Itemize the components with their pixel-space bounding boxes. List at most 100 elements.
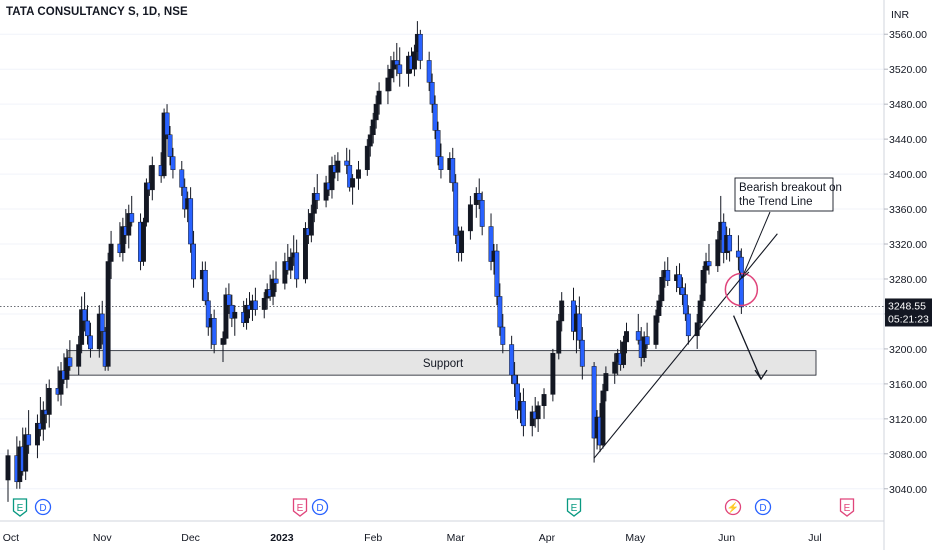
candle bbox=[559, 292, 565, 332]
candle-body bbox=[143, 182, 149, 223]
candle-body bbox=[715, 239, 721, 267]
candle-body bbox=[164, 112, 170, 136]
candle-body bbox=[479, 200, 485, 227]
projection-arrow[interactable] bbox=[732, 315, 762, 380]
candle bbox=[170, 147, 176, 179]
candle bbox=[591, 362, 597, 463]
last-price-value: 3248.55 bbox=[888, 300, 926, 312]
candle-body bbox=[700, 269, 706, 302]
candle bbox=[603, 366, 609, 402]
candle bbox=[624, 322, 629, 354]
candle-body bbox=[488, 226, 494, 262]
price-tick-label: 3160.00 bbox=[889, 379, 927, 391]
candle bbox=[99, 300, 105, 345]
candle bbox=[288, 248, 294, 279]
candle bbox=[738, 248, 744, 314]
candle bbox=[476, 178, 482, 210]
candle-body bbox=[40, 409, 46, 430]
candle bbox=[82, 292, 88, 332]
candle-body bbox=[356, 169, 361, 179]
candle-body bbox=[515, 383, 520, 411]
support-zone[interactable] bbox=[67, 350, 817, 376]
price-tick-label: 3400.00 bbox=[889, 169, 927, 181]
last-price-label bbox=[885, 298, 932, 327]
candle-body bbox=[706, 261, 712, 267]
event-marker-letter: D bbox=[316, 503, 323, 514]
event-marker[interactable]: ⚡ bbox=[724, 498, 742, 516]
candle bbox=[450, 147, 456, 192]
candle bbox=[370, 112, 376, 144]
candle-body bbox=[350, 178, 356, 188]
earnings-marker-icon bbox=[12, 498, 28, 517]
event-marker-letter: E bbox=[571, 503, 578, 514]
event-marker[interactable]: D bbox=[311, 498, 329, 516]
candle bbox=[541, 388, 547, 419]
candle bbox=[459, 226, 465, 262]
candle bbox=[120, 217, 126, 262]
event-marker-letter: D bbox=[759, 503, 766, 514]
candle bbox=[576, 296, 582, 349]
candle-body bbox=[273, 278, 279, 284]
candle bbox=[700, 265, 706, 307]
candle-body bbox=[677, 274, 682, 288]
candle-body bbox=[88, 335, 93, 350]
event-marker[interactable]: E bbox=[566, 498, 582, 517]
candle bbox=[252, 287, 258, 316]
callout-box[interactable] bbox=[734, 177, 834, 212]
time-tick-label: Jun bbox=[718, 532, 735, 544]
event-marker[interactable]: D bbox=[754, 498, 772, 516]
candle bbox=[26, 410, 32, 454]
candle bbox=[164, 104, 170, 140]
candle bbox=[556, 313, 562, 360]
candle-body bbox=[373, 103, 379, 121]
candle-body bbox=[270, 278, 276, 297]
time-tick-label: May bbox=[625, 532, 646, 544]
candle bbox=[126, 204, 132, 249]
support-label: Support bbox=[423, 358, 464, 370]
candle-body bbox=[512, 374, 518, 385]
candle-body bbox=[108, 243, 114, 262]
candle bbox=[23, 427, 29, 481]
event-marker[interactable]: E bbox=[12, 498, 28, 517]
candle-body bbox=[600, 390, 606, 446]
candle bbox=[579, 327, 585, 380]
event-marker[interactable]: E bbox=[292, 498, 308, 517]
candle-body bbox=[417, 33, 423, 61]
candle-body bbox=[79, 309, 85, 345]
candle-body bbox=[58, 370, 64, 395]
candle-body bbox=[735, 250, 741, 258]
candle bbox=[432, 95, 438, 140]
candle bbox=[397, 47, 403, 87]
candle-body bbox=[680, 287, 685, 295]
candle bbox=[232, 305, 238, 336]
candle-body bbox=[191, 243, 197, 280]
price-axis[interactable]: 3560.00 3520.00 3480.00 3440.00 3400.00 3360.… bbox=[884, 29, 927, 496]
price-tick-label: 3520.00 bbox=[889, 64, 927, 76]
dividend-marker-icon bbox=[311, 498, 329, 516]
candle bbox=[515, 375, 520, 419]
candle-body bbox=[323, 182, 329, 201]
time-axis[interactable]: Oct Nov Dec 2023 Feb Mar Apr May Jun Jul bbox=[3, 532, 822, 544]
candle bbox=[108, 230, 114, 279]
candle-body bbox=[82, 309, 88, 322]
event-marker[interactable]: D bbox=[34, 498, 52, 516]
candle-body bbox=[367, 134, 373, 147]
candle-body bbox=[665, 269, 671, 281]
event-marker-letter: E bbox=[17, 503, 24, 514]
trend-line[interactable] bbox=[593, 233, 778, 459]
candle bbox=[453, 174, 459, 245]
candle bbox=[182, 178, 188, 218]
time-tick-label: Apr bbox=[539, 532, 556, 544]
candle bbox=[261, 292, 267, 319]
candle-body bbox=[494, 250, 500, 297]
candle bbox=[677, 263, 682, 295]
candle-body bbox=[170, 156, 176, 170]
candle-body bbox=[394, 60, 400, 66]
breakout-circle[interactable] bbox=[724, 272, 759, 307]
candle bbox=[411, 44, 417, 77]
event-marker[interactable]: E bbox=[839, 498, 855, 517]
candle-body bbox=[252, 300, 258, 310]
dividend-marker-icon bbox=[754, 498, 772, 516]
candle bbox=[344, 147, 350, 175]
